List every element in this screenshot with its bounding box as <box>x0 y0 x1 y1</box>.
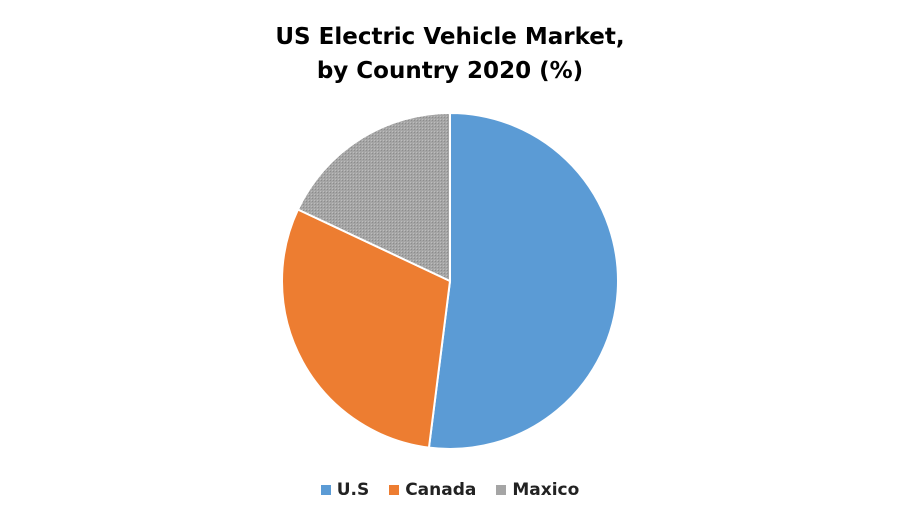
legend-item-maxico: Maxico <box>496 480 579 500</box>
legend-swatch-canada <box>389 485 400 495</box>
legend-label-canada: Canada <box>405 480 477 500</box>
legend-item-canada: Canada <box>389 480 476 500</box>
legend-item-us: U.S <box>320 480 370 500</box>
legend-label-maxico: Maxico <box>512 480 580 500</box>
legend-swatch-maxico <box>496 485 507 495</box>
chart-title-line-2: by Country 2020 (%) <box>316 58 584 84</box>
legend: U.S Canada Maxico <box>0 480 900 500</box>
chart-title-line-1: US Electric Vehicle Market, <box>275 24 625 50</box>
legend-label-us: U.S <box>336 480 370 500</box>
pie-slice-maxico <box>296 111 451 283</box>
pie-slices <box>281 111 619 450</box>
pie-slice-canada <box>281 208 452 449</box>
pie-slice-us <box>427 111 619 450</box>
legend-swatch-us <box>320 485 331 495</box>
chart-title: US Electric Vehicle Market, by Country 2… <box>0 20 900 88</box>
